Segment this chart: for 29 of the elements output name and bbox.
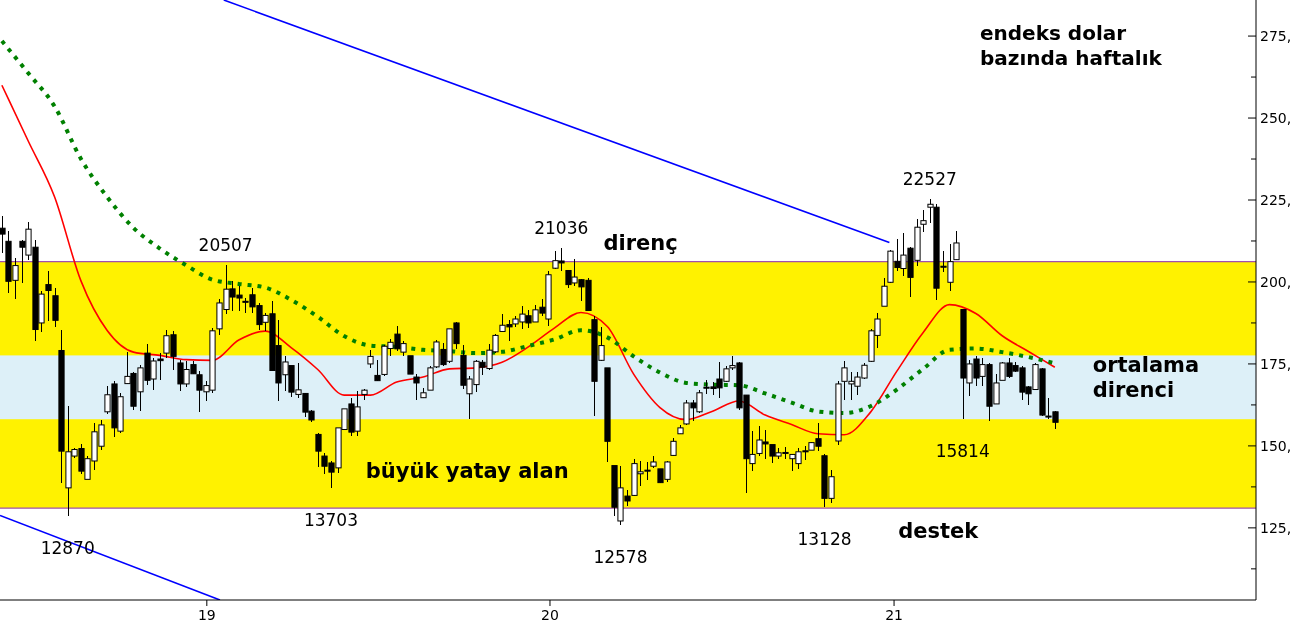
annotation: 15814 (935, 441, 990, 462)
candlestick (881, 277, 888, 307)
y-tick-label: 125, (1260, 519, 1292, 536)
annotation: 22527 (902, 169, 957, 190)
y-tick-label: 250, (1260, 110, 1292, 127)
annotation: 13128 (797, 529, 852, 550)
x-tick-label: 21 (885, 607, 903, 623)
candlestick (315, 432, 322, 468)
candlestick (45, 270, 52, 323)
y-tick-label: 225, (1260, 192, 1292, 208)
ref-line-label: destek (898, 519, 980, 544)
candlestick (0, 215, 6, 254)
annotation: 12870 (40, 537, 95, 558)
x-tick-label: 20 (541, 607, 559, 623)
y-tick-label: 200, (1260, 273, 1292, 290)
line-series (1, 84, 1056, 436)
annotation: 20507 (198, 235, 253, 256)
y-tick-label: 275, (1260, 28, 1292, 45)
annotation: 12578 (593, 547, 648, 568)
band-label: büyük yatay alan (365, 459, 569, 484)
y-tick-label: 175, (1260, 355, 1292, 372)
text: endeks dolar bazında haftalık (980, 21, 1163, 70)
annotation: 21036 (534, 218, 589, 238)
x-tick-label: 19 (197, 607, 216, 623)
annotation: 13703 (303, 510, 358, 531)
ref-line-label: direnç (603, 230, 678, 255)
candlestick (920, 209, 927, 234)
band-label: ortalama direnci (1092, 353, 1200, 403)
y-tick-label: 150, (1260, 437, 1292, 454)
